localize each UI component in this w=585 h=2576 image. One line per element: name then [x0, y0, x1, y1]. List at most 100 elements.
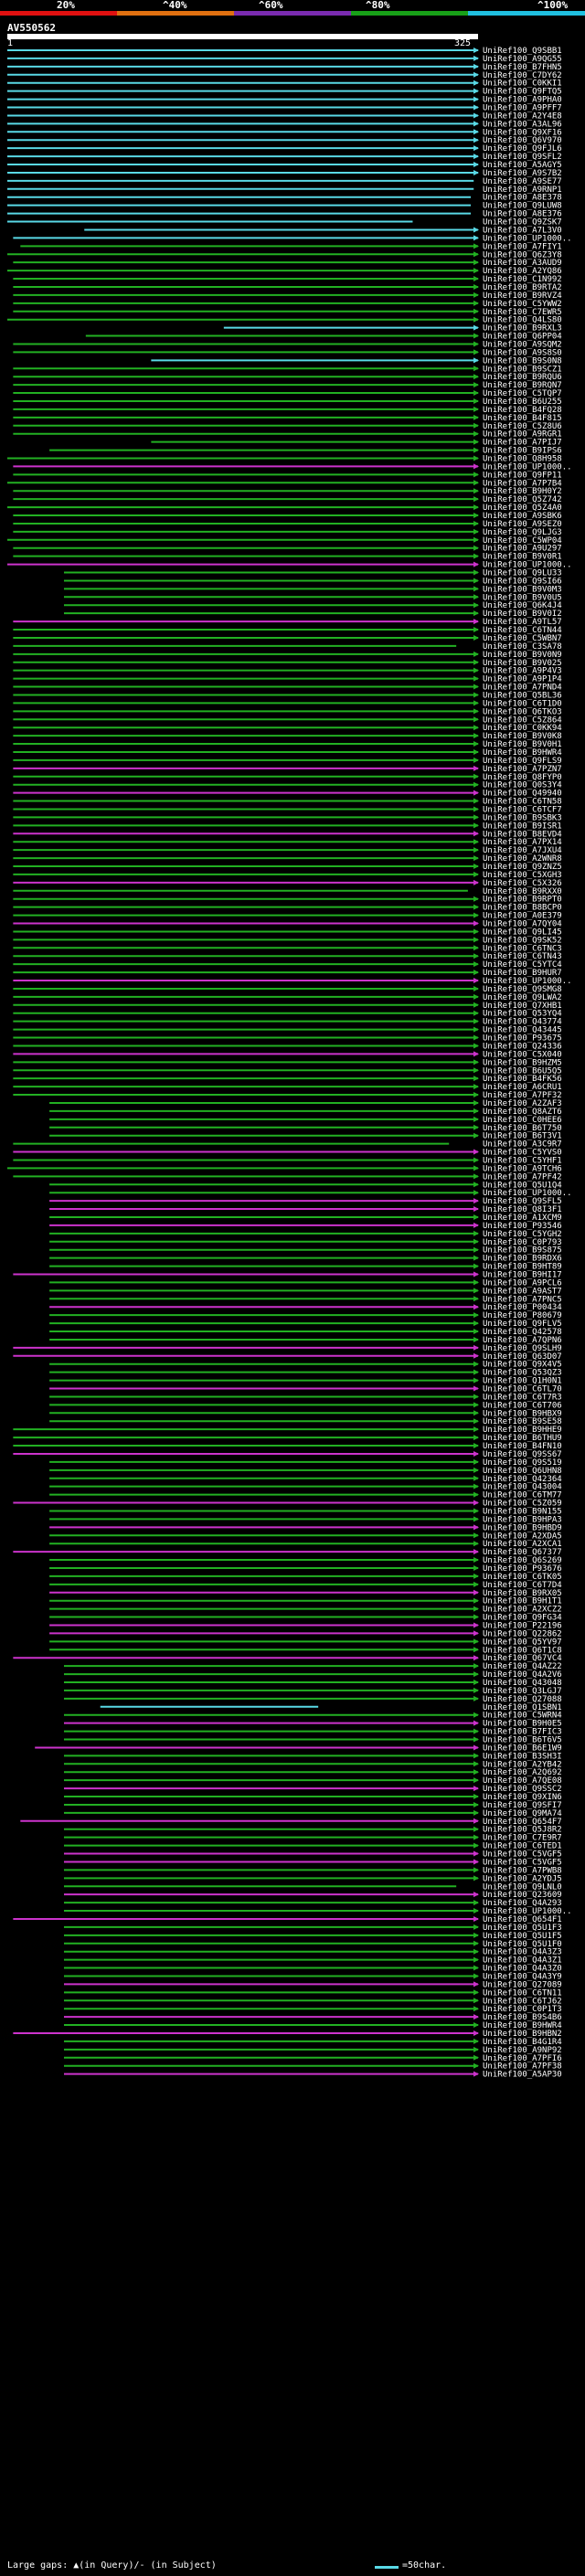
hit-label[interactable]: UniRef100_B6U255	[483, 398, 562, 407]
hit-label[interactable]: UniRef100_Q9FG34	[483, 1614, 562, 1623]
hit-label[interactable]: UniRef100_Q5Z4A0	[483, 504, 562, 513]
hit-label[interactable]: UniRef100_C5YGH2	[483, 1230, 562, 1239]
hit-label[interactable]: UniRef100_C5Z8U6	[483, 422, 562, 431]
hit-label[interactable]: UniRef100_Q9ZSK7	[483, 218, 562, 228]
hit-label[interactable]: UniRef100_A7FIY1	[483, 242, 562, 251]
hit-label[interactable]: UniRef100_B9ISR1	[483, 822, 562, 831]
hit-label[interactable]: UniRef100_B8EVD4	[483, 830, 562, 839]
hit-label[interactable]: UniRef100_P93675	[483, 1034, 562, 1044]
hit-label[interactable]: UniRef100_Q6PP04	[483, 333, 562, 342]
hit-label[interactable]: UniRef100_A9NP92	[483, 2046, 562, 2055]
hit-label[interactable]: UniRef100_Q9SFI7	[483, 1801, 562, 1810]
hit-label[interactable]: UniRef100_B9RQU6	[483, 373, 562, 382]
hit-label[interactable]: UniRef100_B9RTA2	[483, 283, 562, 292]
hit-label[interactable]: UniRef100_A6CRU1	[483, 1083, 562, 1092]
hit-label[interactable]: UniRef100_C5TQP7	[483, 389, 562, 398]
hit-label[interactable]: UniRef100_Q4A3Z0	[483, 1965, 562, 1974]
hit-label[interactable]: UniRef100_C5WP04	[483, 536, 562, 546]
hit-label[interactable]: UniRef100_Q9SMG8	[483, 985, 562, 994]
hit-label[interactable]: UniRef100_A3AUD9	[483, 259, 562, 268]
hit-label[interactable]: UniRef100_A0E379	[483, 912, 562, 921]
hit-label[interactable]: UniRef100_Q6TKO3	[483, 707, 562, 716]
hit-label[interactable]: UniRef100_A2Q692	[483, 1768, 562, 1777]
hit-label[interactable]: UniRef100_A3C9R7	[483, 1140, 562, 1150]
hit-label[interactable]: UniRef100_Q27089	[483, 1980, 562, 1989]
hit-label[interactable]: UniRef100_Q5BL36	[483, 691, 562, 700]
hit-label[interactable]: UniRef100_B9V0I2	[483, 610, 562, 619]
hit-label[interactable]: UniRef100_Q42578	[483, 1328, 562, 1337]
hit-label[interactable]: UniRef100_Q53QZ3	[483, 1369, 562, 1378]
hit-label[interactable]: UniRef100_B9HT89	[483, 1263, 562, 1272]
hit-label[interactable]: UniRef100_Q43445	[483, 1026, 562, 1035]
hit-label[interactable]: UniRef100_Q4A3Z1	[483, 1956, 562, 1966]
hit-label[interactable]: UniRef100_A7PIJ7	[483, 439, 562, 448]
hit-label[interactable]: UniRef100_B4G1R4	[483, 2038, 562, 2047]
hit-label[interactable]: UniRef100_A7PWB8	[483, 1866, 562, 1875]
hit-label[interactable]: UniRef100_Q9SFL2	[483, 153, 562, 162]
hit-label[interactable]: UniRef100_A2WNR8	[483, 854, 562, 864]
hit-label[interactable]: UniRef100_Q4LS80	[483, 316, 562, 325]
hit-label[interactable]: UniRef100_C6TJ62	[483, 1997, 562, 2006]
hit-label[interactable]: UniRef100_P00434	[483, 1303, 562, 1312]
hit-label[interactable]: UniRef100_A9SQM2	[483, 340, 562, 349]
hit-label[interactable]: UniRef100_Q67377	[483, 1548, 562, 1557]
hit-label[interactable]: UniRef100_A8E376	[483, 210, 562, 219]
hit-label[interactable]: UniRef100_C5X040	[483, 1050, 562, 1059]
hit-label[interactable]: UniRef100_Q43004	[483, 1483, 562, 1492]
hit-label[interactable]: UniRef100_A7PZN7	[483, 765, 562, 774]
hit-label[interactable]: UniRef100_Q9LUW8	[483, 202, 562, 211]
hit-label[interactable]: UniRef100_C6T7D4	[483, 1581, 562, 1590]
hit-label[interactable]: UniRef100_C6TK05	[483, 1573, 562, 1582]
hit-label[interactable]: UniRef100_A1XCM9	[483, 1214, 562, 1223]
hit-label[interactable]: UniRef100_B9IPS6	[483, 447, 562, 456]
hit-label[interactable]: UniRef100_A7PND4	[483, 684, 562, 693]
hit-label[interactable]: UniRef100_B9H0E5	[483, 1720, 562, 1729]
hit-label[interactable]: UniRef100_A9P4V3	[483, 667, 562, 676]
hit-label[interactable]: UniRef100_Q8H958	[483, 455, 562, 464]
hit-label[interactable]: UniRef100_Q9LWA2	[483, 993, 562, 1002]
hit-label[interactable]: UniRef100_Q4A2V6	[483, 1670, 562, 1680]
hit-label[interactable]: UniRef100_A9SE77	[483, 177, 562, 186]
hit-label[interactable]: UniRef100_B9H1T1	[483, 1597, 562, 1606]
hit-label[interactable]: UniRef100_B9HWR4	[483, 748, 562, 758]
hit-label[interactable]: UniRef100_A9PCL6	[483, 1278, 562, 1288]
hit-label[interactable]: UniRef100_C1N992	[483, 275, 562, 284]
hit-label[interactable]: UniRef100_A7P7B4	[483, 479, 562, 488]
hit-label[interactable]: UniRef100_A9SEZ0	[483, 520, 562, 529]
hit-label[interactable]: UniRef100_C7EWR5	[483, 308, 562, 317]
hit-label[interactable]: UniRef100_B9S0N8	[483, 356, 562, 366]
hit-label[interactable]: UniRef100_A9RNP1	[483, 186, 562, 195]
hit-label[interactable]: UniRef100_Q43774	[483, 1018, 562, 1027]
hit-label[interactable]: UniRef100_A9SBK6	[483, 512, 562, 521]
hit-label[interactable]: UniRef100_C6TN11	[483, 1988, 562, 1998]
hit-label[interactable]: UniRef100_Q23609	[483, 1891, 562, 1900]
hit-label[interactable]: UniRef100_P80679	[483, 1311, 562, 1320]
hit-label[interactable]: UniRef100_B4FQ28	[483, 406, 562, 415]
hit-label[interactable]: UniRef100_UP1000..	[483, 561, 572, 570]
hit-label[interactable]: UniRef100_Q9LNL0	[483, 1882, 562, 1892]
hit-label[interactable]: UniRef100_C6TCF7	[483, 805, 562, 814]
hit-label[interactable]: UniRef100_A9TL57	[483, 618, 562, 627]
hit-label[interactable]: UniRef100_B9V0N9	[483, 651, 562, 660]
hit-label[interactable]: UniRef100_Q654F1	[483, 1915, 562, 1924]
hit-label[interactable]: UniRef100_Q1H0N1	[483, 1377, 562, 1386]
hit-label[interactable]: UniRef100_Q9SS67	[483, 1450, 562, 1459]
hit-label[interactable]: UniRef100_B9V0M3	[483, 585, 562, 594]
hit-label[interactable]: UniRef100_Q9LI45	[483, 928, 562, 937]
hit-label[interactable]: UniRef100_B6T6V5	[483, 1736, 562, 1745]
hit-label[interactable]: UniRef100_Q4A3Y9	[483, 1972, 562, 1981]
hit-label[interactable]: UniRef100_Q5U1F5	[483, 1932, 562, 1941]
hit-label[interactable]: UniRef100_B6THU9	[483, 1434, 562, 1443]
hit-label[interactable]: UniRef100_Q9LJG3	[483, 528, 562, 537]
hit-label[interactable]: UniRef100_B9H0Y2	[483, 487, 562, 496]
hit-label[interactable]: UniRef100_Q49940	[483, 790, 562, 799]
hit-label[interactable]: UniRef100_Q5U1F3	[483, 1924, 562, 1933]
hit-label[interactable]: UniRef100_B9HBN2	[483, 2030, 562, 2039]
hit-label[interactable]: UniRef100_A7PF38	[483, 2062, 562, 2072]
hit-label[interactable]: UniRef100_C5VGF5	[483, 1858, 562, 1867]
hit-label[interactable]: UniRef100_Q6S269	[483, 1556, 562, 1565]
hit-label[interactable]: UniRef100_C6T1D0	[483, 699, 562, 708]
hit-label[interactable]: UniRef100_C5XGH3	[483, 871, 562, 880]
hit-label[interactable]: UniRef100_A7QY04	[483, 920, 562, 929]
hit-label[interactable]: UniRef100_Q6V970	[483, 136, 562, 145]
